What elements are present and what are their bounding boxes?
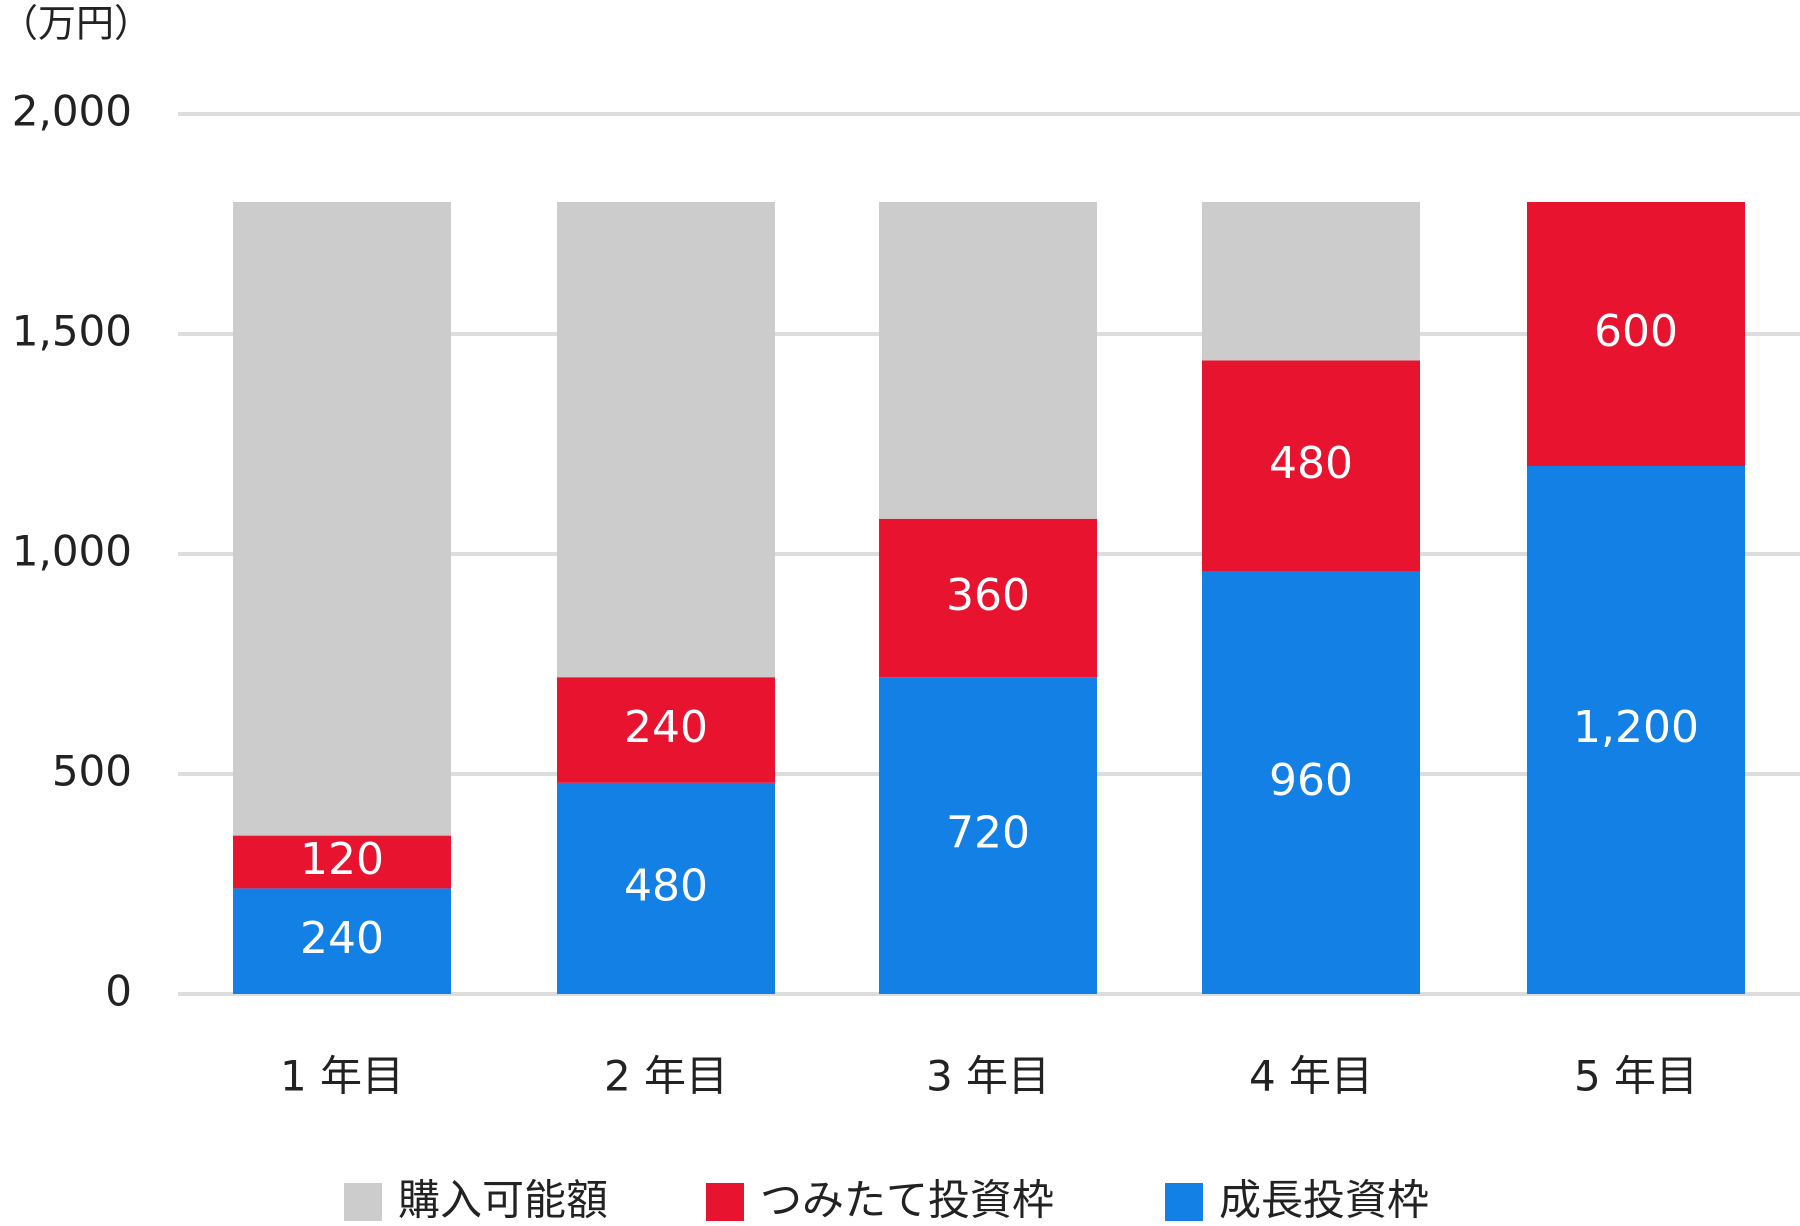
bar-segment [1202,571,1420,994]
data-label: 720 [946,808,1030,859]
bar-segment [879,202,1097,519]
bar-segment [557,202,775,678]
bar-segment [233,835,451,889]
bar-segment [233,202,451,836]
y-tick-label: 500 [52,747,132,796]
data-label: 480 [624,860,708,911]
bar-segment [1202,202,1420,361]
data-label: 600 [1594,306,1678,357]
bar-segment [879,677,1097,994]
y-tick-label: 1,000 [12,527,132,576]
data-label: 960 [1269,755,1353,806]
data-label: 360 [946,570,1030,621]
y-tick-label: 1,500 [12,307,132,356]
legend-label: 購入可能額 [398,1176,608,1225]
legend-label: つみたて投資枠 [760,1176,1054,1225]
x-tick-label: 5 年目 [1574,1052,1698,1101]
legend-swatch [706,1183,744,1221]
bar-segment [1527,466,1745,994]
bar-segment [879,518,1097,678]
y-tick-label: 0 [105,967,132,1016]
x-tick-label: 3 年目 [926,1052,1050,1101]
y-unit-label: （万円） [0,2,152,46]
x-tick-label: 4 年目 [1249,1052,1373,1101]
data-label: 120 [300,834,384,885]
y-tick-label: 2,000 [12,87,132,136]
bar-segment [1202,360,1420,572]
bar-segment [1527,202,1745,466]
data-label: 480 [1269,438,1353,489]
x-tick-label: 2 年目 [604,1052,728,1101]
x-tick-label: 1 年目 [280,1052,404,1101]
data-label: 240 [624,702,708,753]
legend-label: 成長投資枠 [1219,1176,1429,1225]
bar-segment [557,782,775,994]
bar-segment [557,677,775,783]
data-label: 1,200 [1573,702,1699,753]
bar-segment [233,888,451,994]
data-label: 240 [300,913,384,964]
legend-swatch [1165,1183,1203,1221]
legend-swatch [344,1183,382,1221]
